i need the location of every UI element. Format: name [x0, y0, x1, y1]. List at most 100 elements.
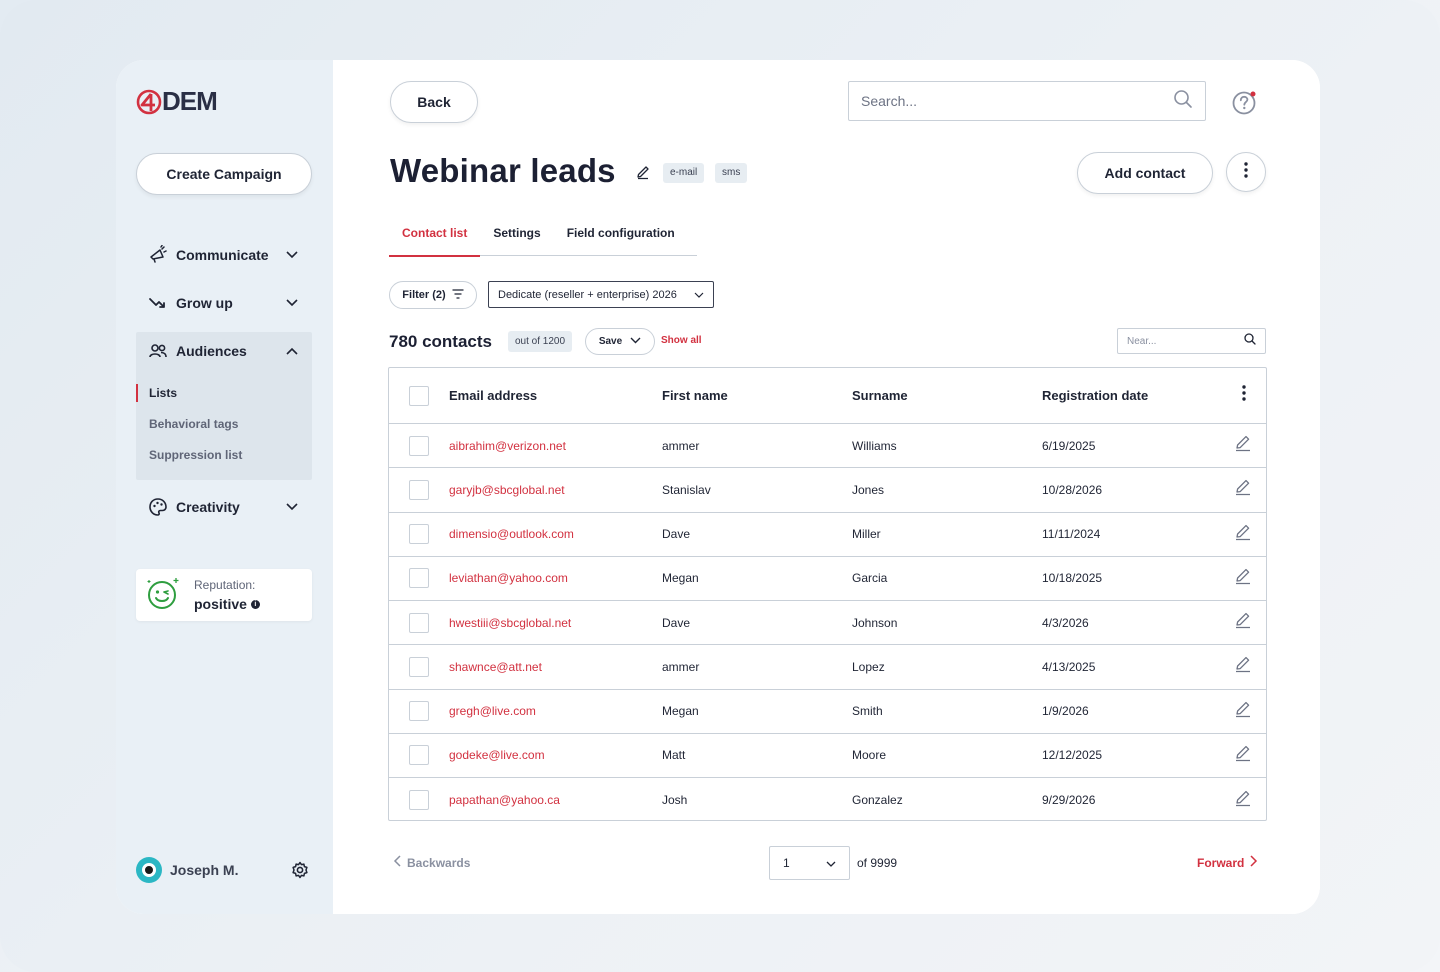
- chevron-right-icon: [1250, 855, 1258, 870]
- nav-audiences[interactable]: Audiences: [136, 328, 312, 374]
- edit-pencil-icon[interactable]: [1234, 611, 1252, 634]
- out-of-badge: out of 1200: [508, 331, 573, 352]
- near-search-box: [1117, 328, 1266, 354]
- select-all-checkbox[interactable]: [409, 385, 429, 406]
- pencil-icon[interactable]: [635, 164, 651, 180]
- row-checkbox[interactable]: [409, 568, 429, 589]
- row-checkbox[interactable]: [409, 745, 429, 766]
- table-row[interactable]: godeke@live.com Matt Moore 12/12/2025: [389, 734, 1266, 778]
- show-all-link[interactable]: Show all: [661, 335, 702, 346]
- row-checkbox[interactable]: [409, 790, 429, 811]
- tab-settings[interactable]: Settings: [493, 226, 541, 240]
- logo[interactable]: DEM: [136, 86, 218, 117]
- cell-email[interactable]: shawnce@att.net: [449, 659, 542, 674]
- row-checkbox[interactable]: [409, 612, 429, 633]
- table-row[interactable]: dimensio@outlook.com Dave Miller 11/11/2024: [389, 513, 1266, 557]
- cell-registration-date: 10/28/2026: [1042, 482, 1103, 497]
- cell-first-name: Dave: [662, 527, 691, 542]
- edit-pencil-icon[interactable]: [1234, 523, 1252, 546]
- column-header-first-name[interactable]: First name: [662, 388, 728, 403]
- cell-surname: Williams: [852, 438, 897, 453]
- forward-button[interactable]: Forward: [1197, 855, 1258, 870]
- cell-email[interactable]: hwestiii@sbcglobal.net: [449, 615, 572, 630]
- nav-grow-up-label: Grow up: [176, 295, 233, 311]
- cell-registration-date: 4/13/2025: [1042, 659, 1096, 674]
- subnav-behavioral-tags[interactable]: Behavioral tags: [149, 417, 239, 431]
- table-row[interactable]: hwestiii@sbcglobal.net Dave Johnson 4/3/202…: [389, 601, 1266, 646]
- nav-grow-up[interactable]: Grow up: [136, 280, 312, 326]
- reputation-value-row: positive i: [194, 596, 260, 612]
- tab-contact-list[interactable]: Contact list: [389, 216, 481, 257]
- more-vertical-icon: [1244, 161, 1248, 183]
- segment-select[interactable]: Dedicate (reseller + enterprise) 2026: [488, 281, 714, 308]
- table-row[interactable]: gregh@live.com Megan Smith 1/9/2026: [389, 690, 1266, 734]
- filter-label: Filter (2): [402, 289, 446, 301]
- tag-sms: sms: [715, 163, 748, 183]
- row-checkbox[interactable]: [409, 524, 429, 545]
- search-icon[interactable]: [1173, 89, 1193, 114]
- page-select[interactable]: 1: [769, 846, 850, 880]
- reputation-card[interactable]: Reputation: positive i: [136, 569, 312, 621]
- cell-email[interactable]: gregh@live.com: [449, 704, 536, 719]
- column-header-registration-date[interactable]: Registration date: [1042, 388, 1149, 403]
- cell-surname: Johnson: [852, 615, 898, 630]
- table-row[interactable]: shawnce@att.net ammer Lopez 4/13/2025: [389, 645, 1266, 690]
- edit-pencil-icon[interactable]: [1234, 744, 1252, 767]
- nav-creativity[interactable]: Creativity: [136, 484, 312, 530]
- table-row[interactable]: aibrahim@verizon.net ammer Williams 6/19/20…: [389, 424, 1266, 469]
- cell-email[interactable]: dimensio@outlook.com: [449, 527, 574, 542]
- near-search-input[interactable]: [1127, 335, 1227, 347]
- cell-email[interactable]: godeke@live.com: [449, 748, 545, 763]
- backwards-button[interactable]: Backwards: [393, 855, 470, 870]
- row-checkbox[interactable]: [409, 656, 429, 677]
- subnav-lists[interactable]: Lists: [136, 383, 177, 403]
- gear-icon[interactable]: [290, 860, 310, 880]
- cell-surname: Moore: [852, 748, 887, 763]
- edit-pencil-icon[interactable]: [1234, 700, 1252, 723]
- reputation-value: positive: [194, 596, 247, 612]
- row-checkbox[interactable]: [409, 479, 429, 500]
- column-header-surname[interactable]: Surname: [852, 388, 908, 403]
- filter-button[interactable]: Filter (2): [389, 281, 477, 309]
- column-options-icon[interactable]: [1242, 385, 1246, 406]
- cell-surname: Smith: [852, 704, 883, 719]
- row-checkbox[interactable]: [409, 435, 429, 456]
- cell-email[interactable]: papathan@yahoo.ca: [449, 793, 560, 808]
- nav-communicate[interactable]: Communicate: [136, 232, 312, 278]
- info-icon[interactable]: i: [250, 599, 260, 609]
- contacts-table: Email address First name Surname Registr…: [388, 367, 1267, 821]
- edit-pencil-icon[interactable]: [1234, 655, 1252, 678]
- user-row: Joseph M.: [136, 857, 312, 883]
- table-row[interactable]: leviathan@yahoo.com Megan Garcia 10/18/2025: [389, 557, 1266, 601]
- search-input[interactable]: [861, 93, 1173, 109]
- cell-email[interactable]: garyjb@sbcglobal.net: [449, 482, 565, 497]
- cell-first-name: Megan: [662, 571, 699, 586]
- tab-field-configuration[interactable]: Field configuration: [566, 226, 675, 240]
- cell-registration-date: 11/11/2024: [1042, 527, 1101, 542]
- save-button[interactable]: Save: [585, 328, 655, 355]
- tag-email: e-mail: [663, 163, 705, 183]
- cell-email[interactable]: aibrahim@verizon.net: [449, 438, 566, 453]
- cell-email[interactable]: leviathan@yahoo.com: [449, 571, 568, 586]
- edit-pencil-icon[interactable]: [1234, 434, 1252, 457]
- edit-pencil-icon[interactable]: [1234, 567, 1252, 590]
- avatar[interactable]: [136, 857, 162, 883]
- happy-face-icon: [146, 576, 180, 615]
- user-name[interactable]: Joseph M.: [170, 862, 239, 878]
- logo-four-icon: [136, 89, 162, 114]
- help-icon[interactable]: [1231, 88, 1259, 116]
- create-campaign-button[interactable]: Create Campaign: [136, 153, 312, 195]
- edit-pencil-icon[interactable]: [1234, 478, 1252, 501]
- row-checkbox[interactable]: [409, 701, 429, 722]
- column-header-email[interactable]: Email address: [449, 388, 538, 403]
- subnav-suppression-list[interactable]: Suppression list: [149, 448, 243, 462]
- edit-pencil-icon[interactable]: [1234, 789, 1252, 812]
- add-contact-button[interactable]: Add contact: [1077, 152, 1213, 194]
- forward-label: Forward: [1197, 855, 1245, 870]
- search-icon[interactable]: [1244, 332, 1256, 350]
- table-row[interactable]: papathan@yahoo.ca Josh Gonzalez 9/29/2026: [389, 778, 1266, 822]
- table-row[interactable]: garyjb@sbcglobal.net Stanislav Jones 10/28/…: [389, 468, 1266, 513]
- more-options-button[interactable]: [1226, 152, 1266, 192]
- back-button[interactable]: Back: [390, 81, 478, 123]
- cell-registration-date: 10/18/2025: [1042, 571, 1103, 586]
